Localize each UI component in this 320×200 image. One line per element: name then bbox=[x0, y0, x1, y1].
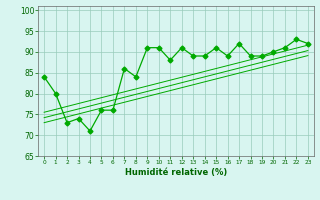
X-axis label: Humidité relative (%): Humidité relative (%) bbox=[125, 168, 227, 177]
